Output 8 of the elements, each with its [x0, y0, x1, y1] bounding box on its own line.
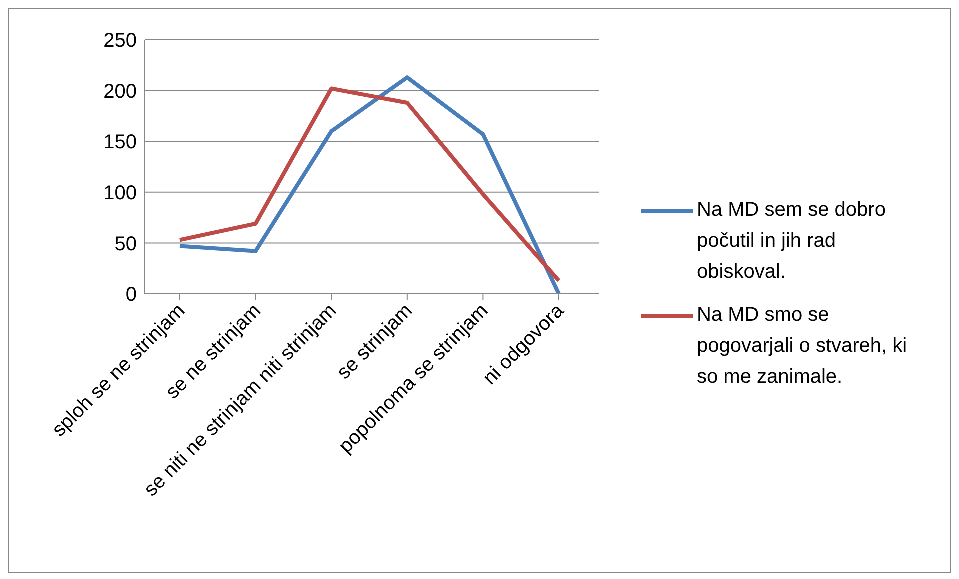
y-tick-label: 200	[104, 80, 137, 103]
y-tick-label: 50	[114, 233, 137, 256]
y-tick-label: 250	[104, 30, 137, 52]
legend-label: Na MD sem se dobro počutil in jih rad obiskoval.	[697, 198, 887, 285]
y-tick-label: 100	[104, 182, 137, 204]
y-tick-label: 0	[126, 284, 137, 306]
y-tick-label: 150	[104, 132, 137, 154]
legend-label: Na MD smo se pogovarjali o stvareh, ki so me zanimale.	[697, 303, 908, 390]
